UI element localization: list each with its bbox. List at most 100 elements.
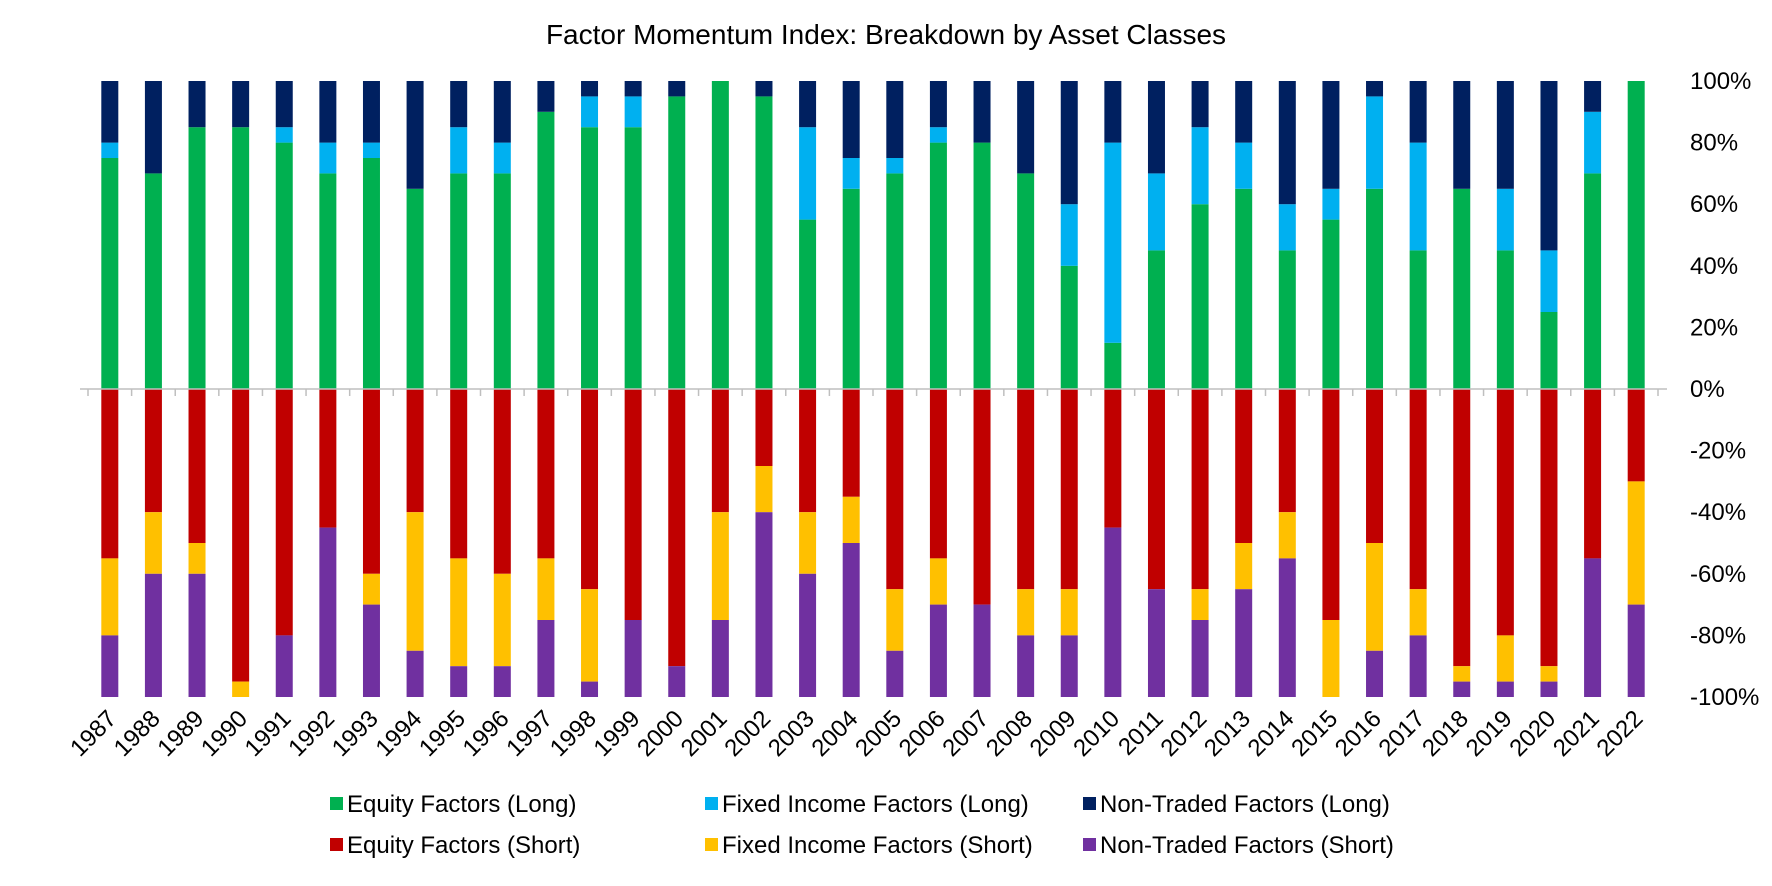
- bar-non-traded-factors-long-2018: [1453, 81, 1471, 189]
- bar-fixed-income-factors-long-2003: [799, 127, 817, 220]
- bar-fixed-income-factors-short-2009: [1060, 589, 1078, 636]
- bar-equity-factors-short-1987: [101, 389, 119, 559]
- bar-equity-factors-short-2010: [1104, 389, 1122, 528]
- bar-equity-factors-long-1990: [232, 127, 250, 389]
- bar-non-traded-factors-long-2009: [1060, 81, 1078, 205]
- bar-equity-factors-short-2011: [1147, 389, 1165, 590]
- bar-equity-factors-long-1988: [144, 173, 162, 389]
- x-tick-label: 2018: [1417, 705, 1474, 762]
- y-tick-label: -80%: [1690, 622, 1746, 649]
- bar-equity-factors-short-2000: [668, 389, 686, 667]
- bar-non-traded-factors-short-2021: [1584, 558, 1602, 697]
- bar-equity-factors-short-1998: [581, 389, 599, 590]
- bar-equity-factors-long-2004: [842, 188, 860, 389]
- bar-equity-factors-short-2015: [1322, 389, 1340, 620]
- bar-fixed-income-factors-short-2015: [1322, 620, 1340, 697]
- bar-non-traded-factors-short-2003: [799, 573, 817, 697]
- bar-non-traded-factors-short-2006: [929, 604, 947, 697]
- bar-non-traded-factors-short-1987: [101, 635, 119, 697]
- bar-equity-factors-long-2010: [1104, 342, 1122, 389]
- bar-fixed-income-factors-short-2013: [1235, 543, 1253, 590]
- bar-equity-factors-long-2013: [1235, 188, 1253, 389]
- bar-equity-factors-long-2014: [1278, 250, 1296, 389]
- x-tick-label: 2000: [632, 705, 689, 762]
- bar-non-traded-factors-long-2014: [1278, 81, 1296, 205]
- legend-item-equity-factors-long: Equity Factors (Long): [330, 791, 576, 818]
- chart-title: Factor Momentum Index: Breakdown by Asse…: [546, 19, 1226, 50]
- bar-equity-factors-short-2021: [1584, 389, 1602, 559]
- bar-non-traded-factors-short-2005: [886, 650, 904, 697]
- x-tick-label: 2007: [937, 705, 994, 762]
- bar-non-traded-factors-short-2010: [1104, 527, 1122, 697]
- bar-fixed-income-factors-short-2020: [1540, 666, 1558, 682]
- x-tick-label: 2009: [1025, 705, 1082, 762]
- bar-fixed-income-factors-short-2006: [929, 558, 947, 605]
- bar-non-traded-factors-long-2016: [1366, 81, 1384, 97]
- bar-fixed-income-factors-long-1991: [275, 127, 293, 143]
- bar-equity-factors-short-1996: [493, 389, 511, 574]
- bar-equity-factors-short-1989: [188, 389, 206, 543]
- bar-non-traded-factors-short-1988: [144, 573, 162, 697]
- bar-fixed-income-factors-long-2011: [1147, 173, 1165, 251]
- bar-equity-factors-long-1991: [275, 142, 293, 389]
- bar-equity-factors-long-2020: [1540, 312, 1558, 389]
- x-tick-label: 2022: [1592, 705, 1649, 762]
- x-tick-label: 1991: [240, 705, 297, 762]
- legend-swatch: [330, 838, 343, 851]
- x-tick-label: 2021: [1548, 705, 1605, 762]
- bar-fixed-income-factors-short-1994: [406, 512, 424, 651]
- bar-non-traded-factors-short-2002: [755, 512, 773, 697]
- bar-equity-factors-long-2008: [1017, 173, 1035, 389]
- bar-non-traded-factors-short-2009: [1060, 635, 1078, 697]
- bar-non-traded-factors-short-2014: [1278, 558, 1296, 697]
- x-tick-label: 2004: [807, 705, 864, 762]
- bar-equity-factors-long-1998: [581, 127, 599, 389]
- bar-equity-factors-long-1995: [450, 173, 468, 389]
- bar-non-traded-factors-long-2012: [1191, 81, 1209, 128]
- bar-equity-factors-short-2001: [711, 389, 729, 513]
- x-tick-label: 1994: [370, 705, 427, 762]
- bar-equity-factors-long-2016: [1366, 188, 1384, 389]
- bar-fixed-income-factors-short-2022: [1627, 481, 1645, 605]
- bar-non-traded-factors-short-2001: [711, 620, 729, 697]
- bar-equity-factors-short-2022: [1627, 389, 1645, 482]
- bar-fixed-income-factors-long-2019: [1496, 188, 1514, 251]
- bar-non-traded-factors-long-1988: [144, 81, 162, 174]
- bar-non-traded-factors-long-2003: [799, 81, 817, 128]
- x-tick-label: 2005: [850, 705, 907, 762]
- bar-equity-factors-long-2003: [799, 219, 817, 389]
- bar-fixed-income-factors-short-2014: [1278, 512, 1296, 559]
- bar-fixed-income-factors-short-2018: [1453, 666, 1471, 682]
- x-tick-label: 1997: [501, 705, 558, 762]
- bar-equity-factors-long-1993: [362, 158, 380, 389]
- bar-non-traded-factors-short-2022: [1627, 604, 1645, 697]
- legend-swatch: [1083, 838, 1096, 851]
- y-tick-label: 100%: [1690, 68, 1751, 95]
- bar-fixed-income-factors-short-2004: [842, 496, 860, 543]
- x-tick-label: 2020: [1504, 705, 1561, 762]
- bar-non-traded-factors-short-2000: [668, 666, 686, 697]
- bar-non-traded-factors-short-2020: [1540, 681, 1558, 697]
- x-tick-label: 2006: [894, 705, 951, 762]
- legend-label: Equity Factors (Long): [347, 791, 576, 818]
- bar-equity-factors-short-2016: [1366, 389, 1384, 543]
- bar-fixed-income-factors-long-2006: [929, 127, 947, 143]
- bar-equity-factors-long-2012: [1191, 204, 1209, 389]
- y-tick-label: -40%: [1690, 499, 1746, 526]
- bar-fixed-income-factors-long-2020: [1540, 250, 1558, 312]
- bar-equity-factors-long-1999: [624, 127, 642, 389]
- bar-equity-factors-short-2017: [1409, 389, 1427, 590]
- bar-fixed-income-factors-long-1992: [319, 142, 337, 174]
- bar-non-traded-factors-long-2017: [1409, 81, 1427, 143]
- bar-non-traded-factors-long-1993: [362, 81, 380, 143]
- bar-non-traded-factors-long-2010: [1104, 81, 1122, 143]
- bar-fixed-income-factors-long-1993: [362, 142, 380, 158]
- bar-non-traded-factors-long-1990: [232, 81, 250, 128]
- bar-non-traded-factors-long-2002: [755, 81, 773, 97]
- axis-layer: [80, 388, 1667, 396]
- bar-non-traded-factors-long-2020: [1540, 81, 1558, 251]
- x-tick-label: 1999: [589, 705, 646, 762]
- bar-non-traded-factors-long-2021: [1584, 81, 1602, 112]
- bar-non-traded-factors-short-2019: [1496, 681, 1514, 697]
- bar-equity-factors-long-2017: [1409, 250, 1427, 389]
